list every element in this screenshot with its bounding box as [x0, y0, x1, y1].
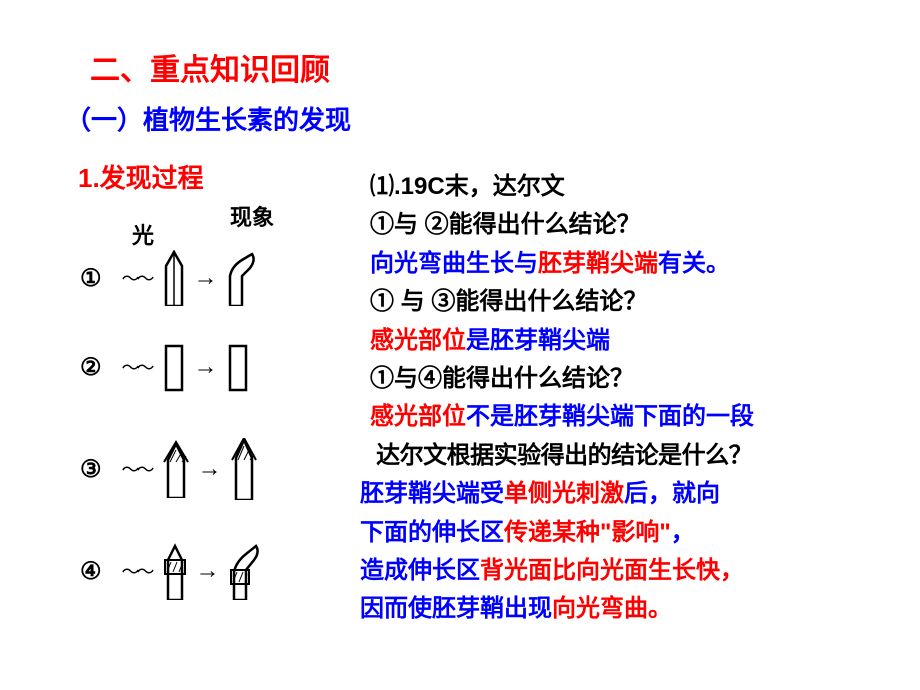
- subheading: 1.发现过程: [78, 158, 204, 195]
- c4-p0: 因而使胚芽鞘出现: [360, 595, 552, 622]
- q4-text: 达尔文根据实验得出的结论是什么？: [376, 442, 752, 469]
- conclusion-line-2: 下面的伸长区传递某种"影响"，: [360, 514, 910, 552]
- coleoptile-capped-result-icon: [230, 438, 258, 500]
- a1-p2: 有关。: [658, 250, 730, 277]
- row-number: ③: [80, 455, 102, 484]
- c3-p1: 背光面比向光面生长快，: [480, 557, 744, 584]
- c4-p1: 向光弯曲。: [552, 595, 672, 622]
- a1-p1: 胚芽鞘尖端: [538, 250, 658, 277]
- coleoptile-collar-result-icon: [228, 542, 268, 600]
- c3-p0: 造成伸长区: [360, 557, 480, 584]
- coleoptile-cut-icon: [162, 342, 186, 392]
- content-area: ⑴.19C末，达尔文 ①与 ②能得出什么结论？ 向光弯曲生长与胚芽鞘尖端有关。 …: [370, 168, 910, 629]
- a1-p0: 向光弯曲生长与: [370, 250, 538, 277]
- light-wave-icon: 〜〜: [122, 354, 152, 380]
- a3-p0: 感光部位: [370, 403, 466, 430]
- experiment-row-1: ① 〜〜 →: [80, 250, 262, 306]
- question-3: ①与④能得出什么结论？: [370, 360, 910, 398]
- coleoptile-bent-icon: [226, 250, 262, 306]
- question-1: ①与 ②能得出什么结论？: [370, 206, 910, 244]
- heading-rest: 末，达尔文: [445, 173, 565, 200]
- c2-p2: ，: [671, 519, 695, 546]
- question-4: 达尔文根据实验得出的结论是什么？: [370, 437, 910, 475]
- arrow-icon: →: [194, 264, 218, 292]
- row-number: ①: [80, 264, 102, 293]
- c1-p0: 胚芽鞘尖端受: [360, 480, 504, 507]
- conclusion-line-3: 造成伸长区背光面比向光面生长快，: [360, 552, 910, 590]
- experiment-row-2: ② 〜〜 →: [80, 342, 250, 392]
- c2-p1: 传递某种"影响": [504, 519, 671, 546]
- coleoptile-cut-result-icon: [226, 342, 250, 392]
- a2-p1: 是胚芽鞘尖端: [466, 327, 610, 354]
- a3-p1: 不是胚芽鞘尖端下面的一段: [466, 403, 754, 430]
- conclusion-line-1: 胚芽鞘尖端受单侧光刺激后，就向: [360, 475, 910, 513]
- c1-p2: 后，就向: [624, 480, 720, 507]
- question-2: ① 与 ③能得出什么结论？: [370, 283, 910, 321]
- result-label: 现象: [230, 200, 274, 232]
- coleoptile-intact-icon: [162, 250, 186, 306]
- coleoptile-collar-icon: [162, 542, 188, 600]
- conclusion-line-4: 因而使胚芽鞘出现向光弯曲。: [360, 590, 910, 628]
- section-title: 二、重点知识回顾: [90, 45, 330, 89]
- heading-prefix: ⑴.: [370, 173, 401, 200]
- a2-p0: 感光部位: [370, 327, 466, 354]
- arrow-icon: →: [196, 557, 220, 585]
- darwin-heading: ⑴.19C末，达尔文: [370, 168, 910, 206]
- c2-p0: 下面的伸长区: [360, 519, 504, 546]
- experiment-row-3: ③ 〜〜 →: [80, 438, 258, 500]
- row-number: ②: [80, 353, 102, 382]
- arrow-icon: →: [198, 455, 222, 483]
- answer-3: 感光部位不是胚芽鞘尖端下面的一段: [370, 398, 910, 436]
- subsection-title: （一）植物生长素的发现: [65, 100, 351, 137]
- row-number: ④: [80, 557, 102, 586]
- c1-p1: 单侧光刺激: [504, 480, 624, 507]
- light-label: 光: [132, 218, 154, 250]
- light-wave-icon: 〜〜: [122, 456, 152, 482]
- light-wave-icon: 〜〜: [122, 265, 152, 291]
- light-wave-icon: 〜〜: [122, 558, 152, 584]
- experiment-row-4: ④ 〜〜 →: [80, 542, 268, 600]
- coleoptile-capped-icon: [162, 440, 190, 498]
- answer-1: 向光弯曲生长与胚芽鞘尖端有关。: [370, 245, 910, 283]
- heading-bold: 19C: [401, 173, 445, 200]
- answer-2: 感光部位是胚芽鞘尖端: [370, 322, 910, 360]
- arrow-icon: →: [194, 353, 218, 381]
